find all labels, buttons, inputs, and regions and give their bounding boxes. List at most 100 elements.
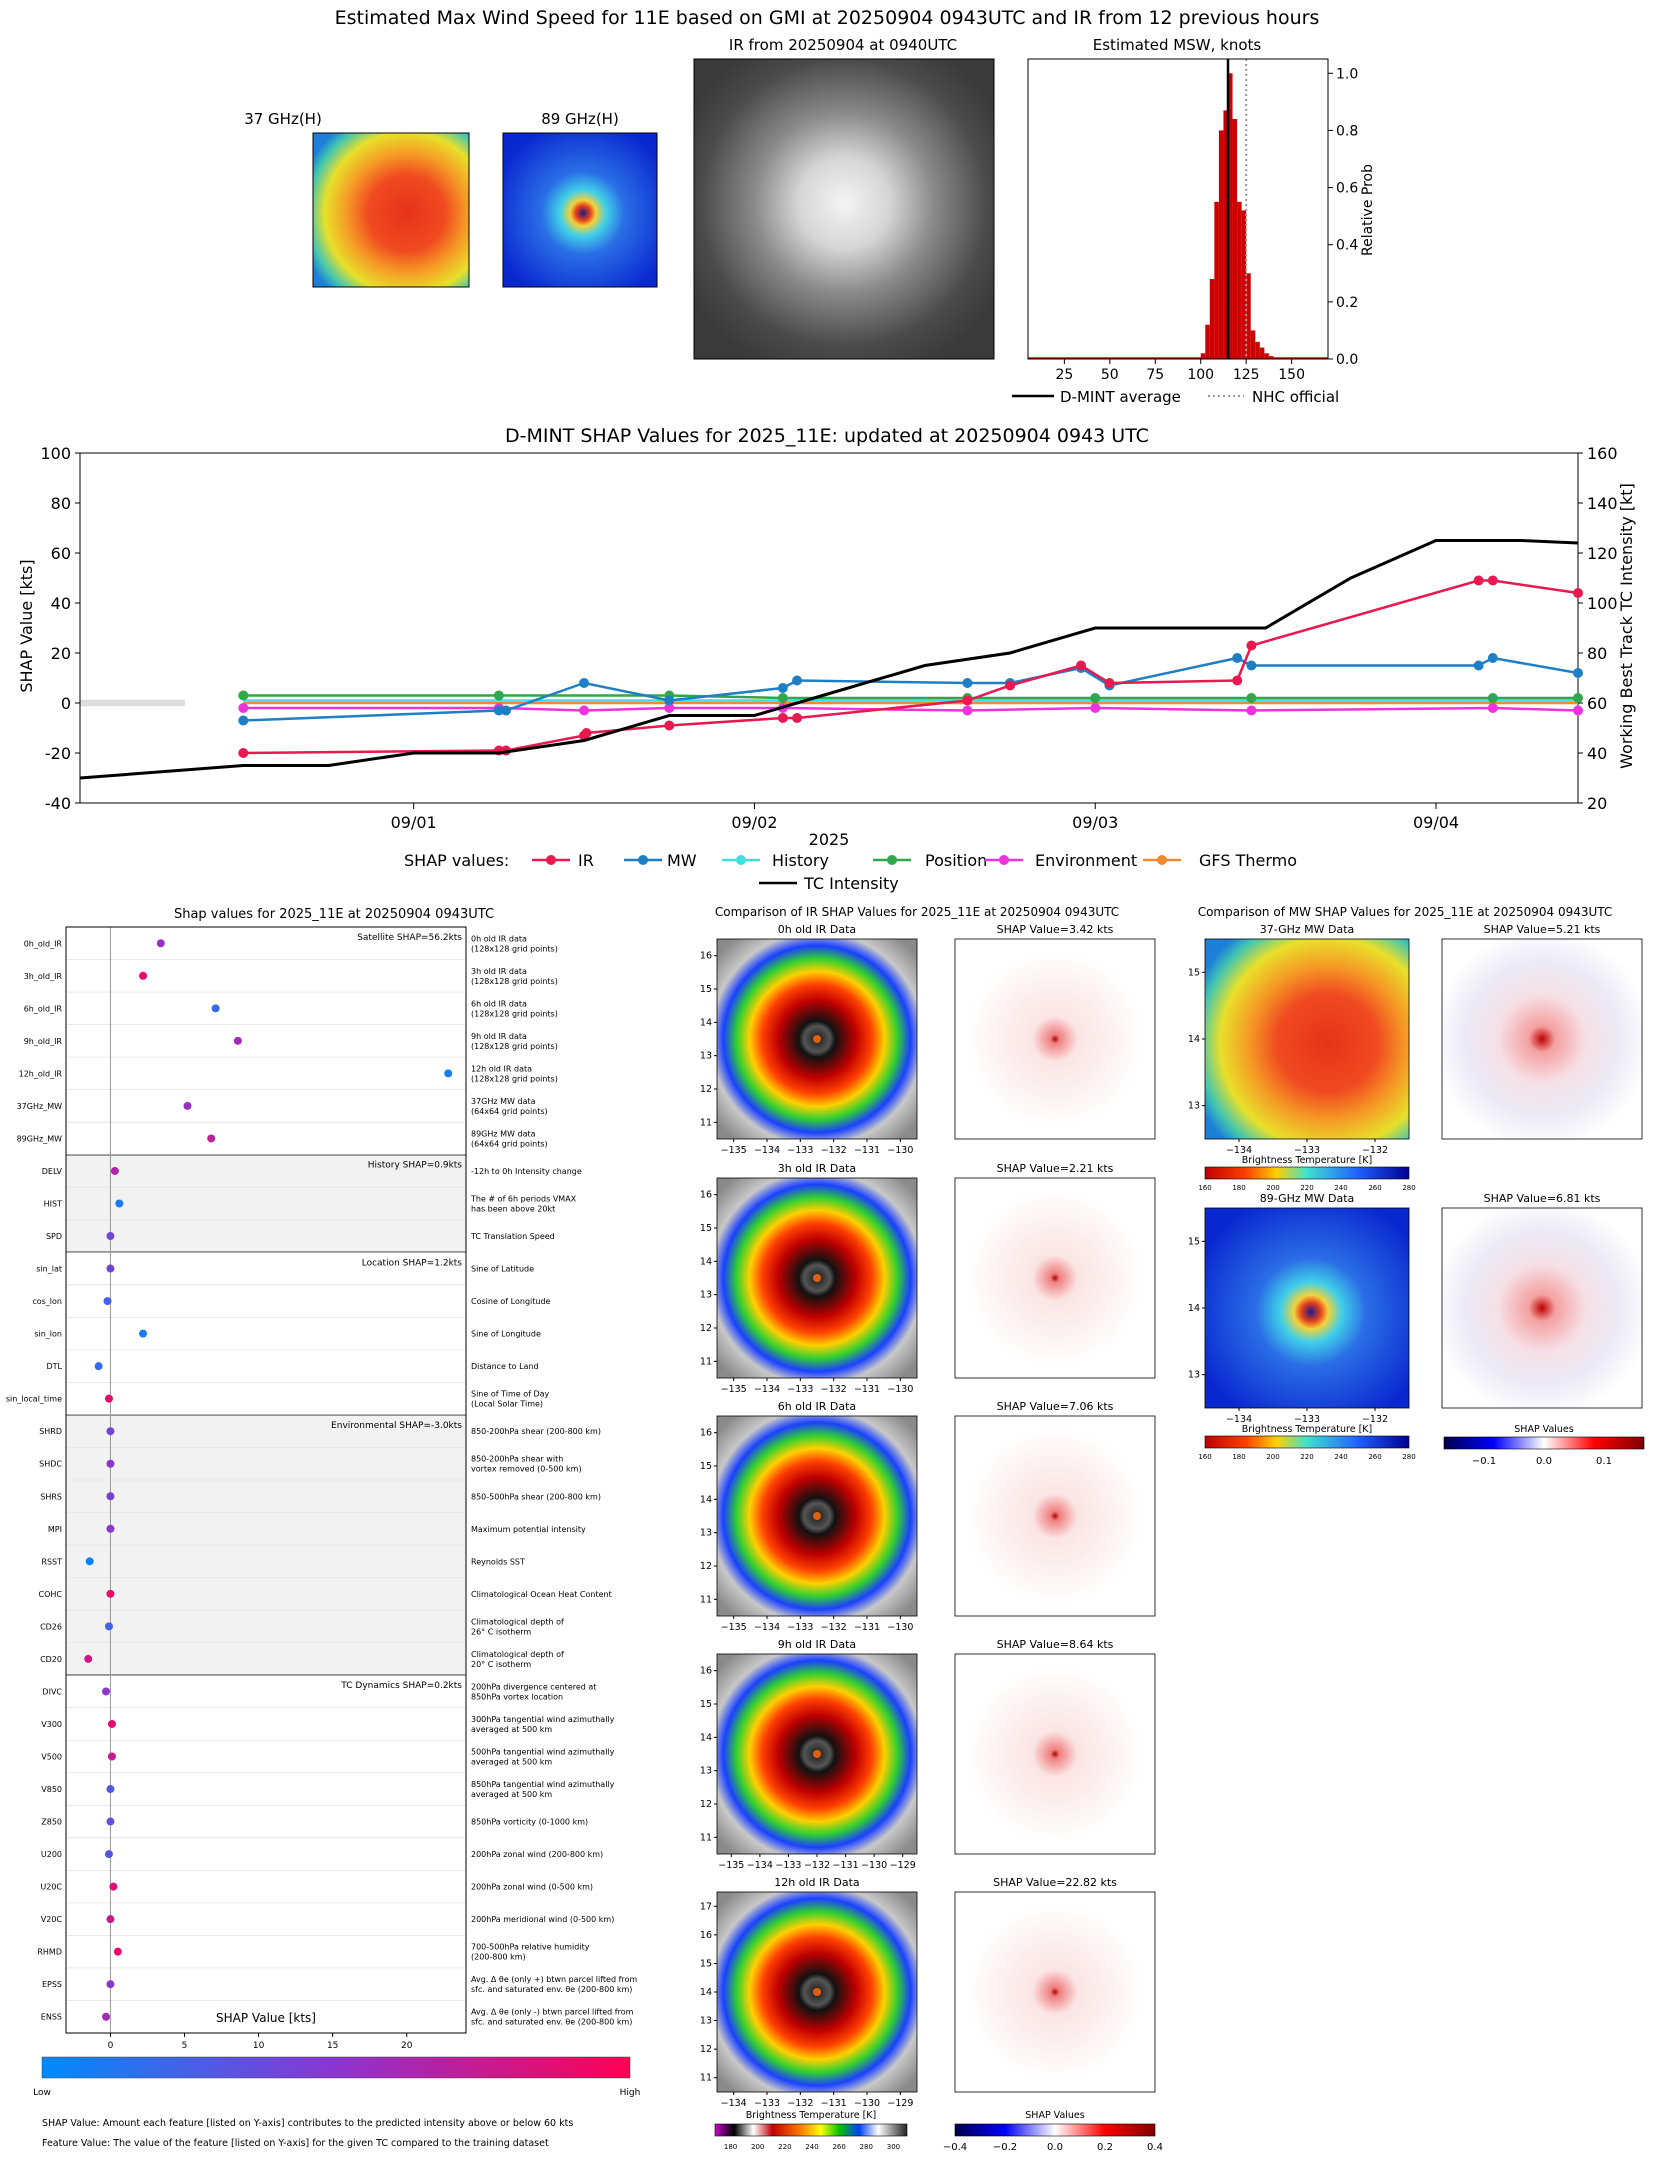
series-point-mw	[500, 705, 511, 716]
shap-tick-label: −0.2	[993, 2142, 1017, 2153]
group-label: Environmental SHAP=-3.0kts	[331, 1421, 462, 1431]
feature-name: CD26	[40, 1622, 62, 1631]
feature-point	[106, 1524, 115, 1533]
ts-frame	[79, 452, 1579, 804]
legend-label-history: History	[772, 851, 829, 870]
feature-shap-panel: Satellite SHAP=56.2kts History SHAP=0.9kt…	[6, 926, 637, 2051]
map-x-tick-label: −134	[754, 1145, 780, 1156]
feature-desc: 12h old IR data	[471, 1064, 532, 1073]
mw-panel-image	[1204, 1207, 1410, 1409]
feature-desc: Cosine of Longitude	[471, 1297, 551, 1306]
feature-desc: The # of 6h periods VMAX	[470, 1195, 577, 1204]
series-point-ir	[581, 728, 592, 738]
eye-marker	[813, 1750, 821, 1758]
feature-name: DELV	[42, 1167, 63, 1176]
feature-point	[84, 1654, 93, 1663]
series-point-mw	[238, 715, 249, 726]
series-point-ir	[1005, 680, 1016, 691]
feature-desc: vortex removed (0-500 km)	[471, 1465, 582, 1474]
mw-bt-cbar-label: Brightness Temperature [K]	[1242, 1155, 1372, 1166]
feature-value-colorbar	[41, 2056, 631, 2079]
legend-label-ir: IR	[578, 851, 594, 870]
feature-name: 12h_old_IR	[19, 1069, 63, 1078]
feature-desc: 300hPa tangential wind azimuthally	[471, 1715, 615, 1724]
map-x-tick-label: −132	[787, 2098, 813, 2109]
mw-shap-panel-title: SHAP Value=6.81 kts	[1484, 1192, 1601, 1205]
series-point-ir	[1487, 575, 1498, 586]
feature-desc: Avg. Δ θe (only -) btwn parcel lifted fr…	[471, 2008, 634, 2017]
map-x-tick-label: −135	[721, 1145, 747, 1156]
series-point-position	[1246, 693, 1257, 703]
mw37-title: 37 GHz(H)	[244, 110, 322, 128]
feature-name: CD20	[40, 1655, 62, 1664]
feature-name: sin_lon	[34, 1330, 62, 1339]
ir-bt-colorbar	[714, 2123, 908, 2137]
x-tick-label: 15	[327, 2041, 338, 2051]
map-y-tick-label: 11	[700, 1832, 712, 1843]
feature-desc: 200hPa zonal wind (200-800 km)	[471, 1850, 603, 1859]
eye-marker	[813, 1512, 821, 1520]
map-x-tick-label: −133	[775, 1860, 801, 1871]
feature-desc: 9h old IR data	[471, 1032, 527, 1041]
map-x-tick-label: −131	[854, 1384, 880, 1395]
ir-comparison: 0h old IR Data−135 −134 −133 −132 −131 −13016…	[700, 923, 1156, 2109]
msw-histogram: 25 50 75 100 125 150 0.0 0.2 0.4 0.6 0.8 1.0	[1027, 58, 1358, 383]
feature-point	[94, 1362, 103, 1371]
legend-label-gfs-thermo: GFS Thermo	[1199, 851, 1297, 870]
map-x-tick-label: −133	[787, 1384, 813, 1395]
hist-bar	[1205, 324, 1210, 359]
footnote-1: SHAP Value: Amount each feature [listed …	[42, 2118, 573, 2129]
map-y-tick-label: 17	[700, 1901, 712, 1912]
feature-point	[139, 971, 148, 980]
group-label: TC Dynamics SHAP=0.2kts	[340, 1681, 462, 1691]
map-y-tick-label: 11	[700, 1117, 712, 1128]
eye-marker	[813, 1035, 821, 1043]
feature-desc: Distance to Land	[471, 1362, 539, 1371]
mw-panel-image	[1204, 938, 1410, 1140]
ts-ylabel-right: Working Best Track TC Intensity [kt]	[1617, 483, 1636, 769]
feature-name: RSST	[41, 1557, 62, 1566]
feature-desc: Reynolds SST	[471, 1557, 525, 1566]
hist-bar	[1228, 73, 1233, 360]
map-x-tick-label: −135	[721, 1622, 747, 1633]
mw-comparison: 37-GHz MW Data −134 −133 −132 15 14 13 SHAP Val…	[1188, 923, 1645, 1467]
feature-desc: sfc. and saturated env. θe (200-800 km)	[471, 2018, 632, 2027]
bt-tick-label: 180	[724, 2143, 737, 2151]
map-x-tick-label: −129	[890, 1860, 916, 1871]
y2-tick-label: 80	[1587, 644, 1607, 663]
legend-marker-ir	[546, 855, 556, 865]
feature-name: 6h_old_IR	[24, 1004, 63, 1013]
map-x-tick-label: −133	[787, 1145, 813, 1156]
feature-desc: 200hPa zonal wind (0-500 km)	[471, 1883, 593, 1892]
map-y-tick-label: 12	[700, 2044, 712, 2055]
map-y-tick-label: 15	[1188, 967, 1200, 978]
feature-desc: (64x64 grid points)	[471, 1139, 548, 1148]
map-x-tick-label: −131	[833, 1860, 859, 1871]
y-tick-label: 60	[51, 544, 71, 563]
map-x-tick-label: −132	[1362, 1145, 1388, 1156]
y2-tick-label: 160	[1587, 444, 1618, 463]
bt-tick-label: 200	[1266, 1453, 1279, 1461]
bt-tick-label: 260	[832, 2143, 845, 2151]
feature-desc: 500hPa tangential wind azimuthally	[471, 1748, 615, 1757]
series-point-environment	[1487, 703, 1498, 713]
group-band	[66, 1154, 466, 1253]
map-y-tick-label: 12	[700, 1084, 712, 1095]
feature-point	[444, 1069, 453, 1078]
series-point-environment	[1573, 705, 1583, 716]
series-point-mw	[493, 705, 504, 716]
map-x-tick-label: −132	[821, 1622, 847, 1633]
series-point-mw	[579, 678, 590, 688]
group-label: History SHAP=0.9kts	[368, 1161, 463, 1171]
map-x-tick-label: −130	[887, 1622, 913, 1633]
feature-point	[106, 1459, 115, 1468]
feature-desc: Climatological depth of	[471, 1617, 564, 1626]
map-y-tick-label: 14	[700, 1732, 712, 1743]
series-point-environment	[962, 705, 973, 716]
feature-name: V20C	[41, 1915, 63, 1924]
feature-name: cos_lon	[32, 1297, 62, 1306]
feature-point	[233, 1036, 242, 1045]
bt-tick-label: 240	[1334, 1184, 1347, 1192]
series-point-environment	[238, 703, 249, 713]
bt-tick-label: 200	[1266, 1184, 1279, 1192]
